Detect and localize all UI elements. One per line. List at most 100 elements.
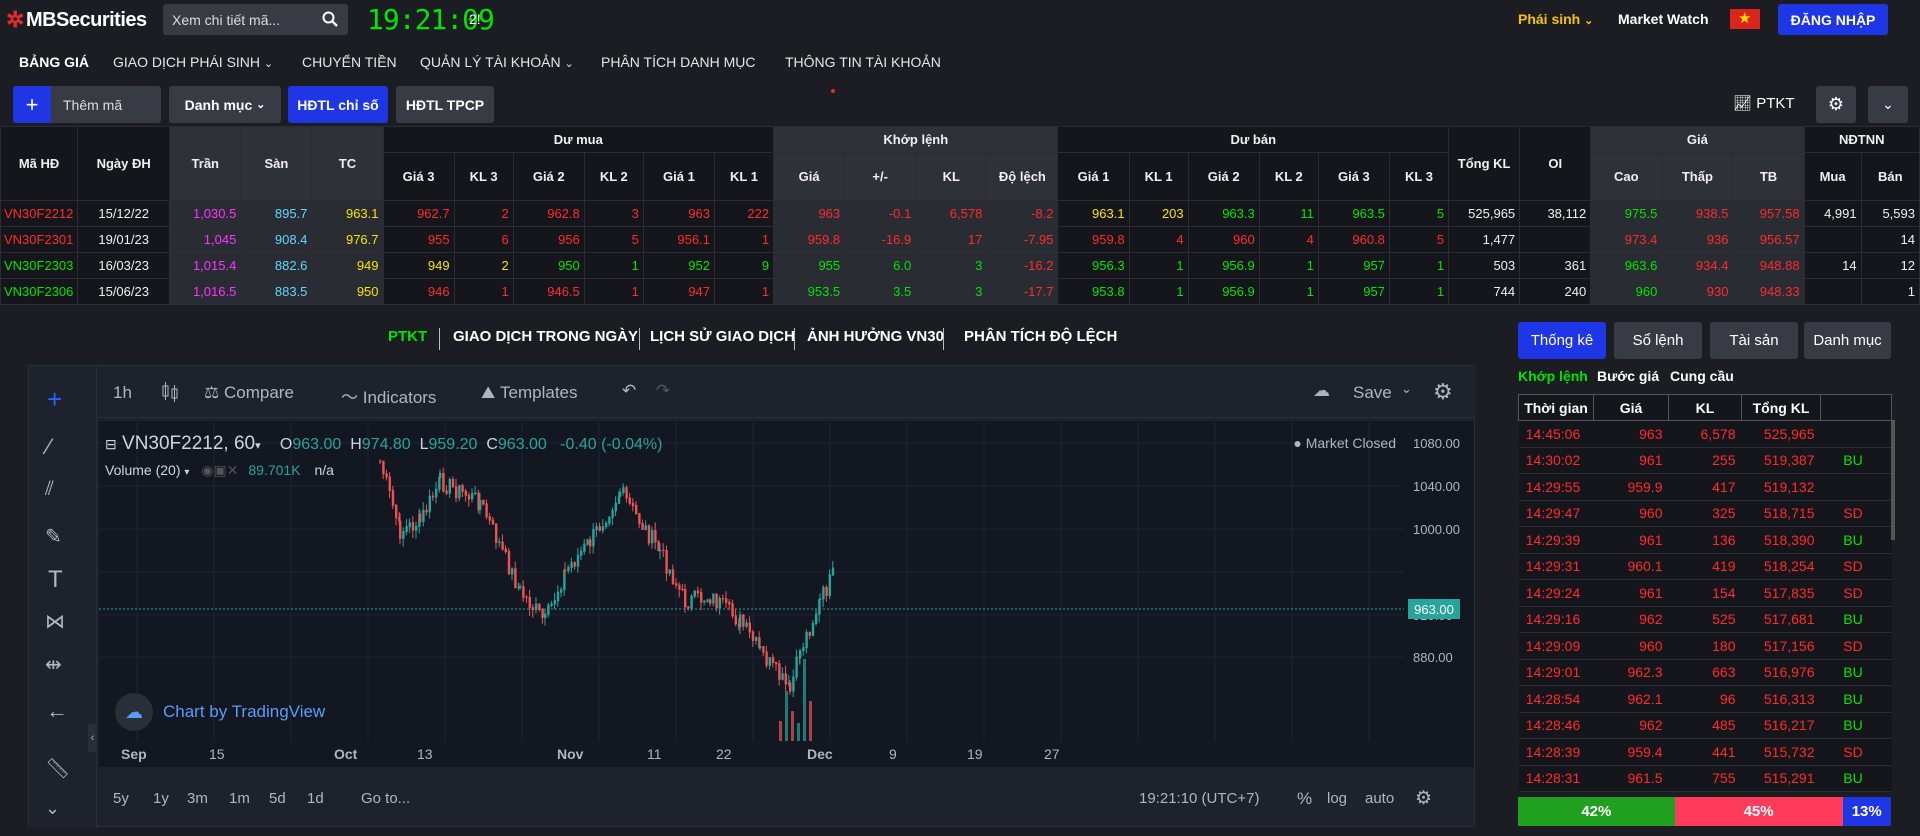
login-button[interactable]: ĐĂNG NHẬP bbox=[1778, 4, 1888, 35]
collapse-button[interactable]: ⌄ bbox=[1868, 86, 1908, 123]
range-5d[interactable]: 5d bbox=[269, 790, 286, 807]
cell-bg1: 956.1 bbox=[642, 226, 715, 253]
crosshair-icon[interactable]: + bbox=[47, 384, 63, 414]
search-icon[interactable] bbox=[322, 11, 338, 27]
legend-toggle-icon[interactable]: ⊟ bbox=[105, 436, 117, 452]
cell-bk1: 1 bbox=[713, 278, 775, 305]
percent-toggle[interactable]: % bbox=[1297, 789, 1313, 808]
cell-sg1: 963.1 bbox=[1057, 200, 1130, 227]
add-symbol-button[interactable]: + bbox=[13, 86, 51, 123]
collapse-toolbar-handle[interactable]: ‹ bbox=[88, 724, 97, 752]
tab-danh-muc[interactable]: Danh mục bbox=[1804, 322, 1891, 359]
search-input[interactable] bbox=[163, 11, 313, 28]
templates-button[interactable]: ⛰ Templates bbox=[481, 383, 578, 403]
nav-bang-gia[interactable]: BẢNG GIÁ bbox=[19, 54, 89, 70]
market-type-dropdown[interactable]: Phái sinh ⌄ bbox=[1518, 11, 1593, 27]
fib-icon[interactable]: ⫽ bbox=[45, 478, 54, 500]
tab-bond-futures[interactable]: HĐTL TPCP bbox=[396, 86, 494, 123]
interval-button[interactable]: 1h bbox=[113, 383, 132, 402]
ticker-price: 960 bbox=[1593, 500, 1669, 527]
candles-icon[interactable] bbox=[159, 380, 181, 404]
col-tc: TC bbox=[311, 126, 384, 201]
ticker-scrollbar[interactable] bbox=[1891, 420, 1895, 540]
subtab-khop-lenh[interactable]: Khớp lệnh bbox=[1518, 368, 1588, 384]
settings-button[interactable]: ⚙ bbox=[1816, 86, 1856, 123]
time-axis[interactable]: Sep 15 Oct 13 Nov 11 22 Dec 9 19 27 bbox=[99, 741, 1474, 767]
nav-giao-dich-phai-sinh[interactable]: GIAO DỊCH PHÁI SINH ⌄ bbox=[113, 54, 273, 70]
col-sell-kl2: KL 2 bbox=[1258, 152, 1319, 201]
subtab-buoc-gia[interactable]: Bước giá bbox=[1597, 368, 1660, 384]
price-row[interactable]: VN30F2212 15/12/22 1,030.5 895.7 963.1 962.7 2… bbox=[0, 200, 1920, 227]
brush-icon[interactable]: ✎ bbox=[45, 526, 62, 548]
range-3m[interactable]: 3m bbox=[187, 790, 208, 807]
brand-logo[interactable]: ✲ MBSecurities bbox=[6, 7, 147, 33]
tab-thong-ke[interactable]: Thống kê bbox=[1518, 322, 1606, 359]
log-toggle[interactable]: log bbox=[1327, 790, 1348, 807]
vietnam-flag-icon[interactable] bbox=[1730, 9, 1760, 29]
price-row[interactable]: VN30F2303 16/03/23 1,015.4 882.6 949 949 2 950 1… bbox=[0, 252, 1920, 279]
cell-ma[interactable]: VN30F2306 bbox=[0, 278, 79, 305]
cell-tc: 976.7 bbox=[311, 226, 384, 253]
cell-sg1: 953.8 bbox=[1057, 278, 1130, 305]
range-1d[interactable]: 1d bbox=[307, 790, 324, 807]
category-dropdown[interactable]: Danh mục ⌄ bbox=[169, 86, 281, 123]
ratio-segment: 13% bbox=[1842, 797, 1891, 826]
price-plot[interactable]: ⊟ VN30F2212, 60▾ O963.00 H974.80 L959.20… bbox=[99, 421, 1404, 741]
chevron-down-icon[interactable]: ⌄ bbox=[1401, 381, 1412, 396]
tab-so-lenh[interactable]: Sổ lệnh bbox=[1614, 322, 1702, 359]
auto-toggle[interactable]: auto bbox=[1365, 790, 1395, 807]
pattern-icon[interactable]: ⋈ bbox=[45, 611, 65, 633]
market-clock: 19:21:09 bbox=[367, 3, 495, 36]
cell-ma[interactable]: VN30F2301 bbox=[0, 226, 79, 253]
ticker-row: 14:28:31 961.5 755 515,291 BU bbox=[1518, 765, 1892, 792]
measure-icon[interactable]: ⇹ bbox=[45, 654, 62, 676]
cell-gia: 959.8 bbox=[773, 226, 846, 253]
legend-symbol[interactable]: VN30F2212, 60 bbox=[122, 433, 256, 454]
indicators-button[interactable]: 〜 Indicators bbox=[341, 383, 436, 408]
price-row[interactable]: VN30F2306 15/06/23 1,016.5 883.5 950 946 1 946.… bbox=[0, 278, 1920, 305]
tab-lich-su-giao-dich[interactable]: LỊCH SỬ GIAO DỊCH bbox=[650, 328, 795, 345]
gear-icon[interactable]: ⚙ bbox=[1433, 379, 1453, 404]
cell-pm: 3.5 bbox=[844, 278, 917, 305]
tab-anh-huong-vn30[interactable]: ẢNH HƯỞNG VN30 bbox=[807, 328, 944, 345]
save-button[interactable]: Save bbox=[1353, 383, 1392, 402]
gear-icon[interactable]: ⚙ bbox=[1415, 788, 1433, 809]
tab-phan-tich-do-lech[interactable]: PHÂN TÍCH ĐỘ LỆCH bbox=[964, 328, 1118, 345]
range-1m[interactable]: 1m bbox=[229, 790, 250, 807]
ruler-icon[interactable]: 📏︎ bbox=[45, 758, 71, 780]
cell-tong: 525,965 bbox=[1448, 200, 1521, 227]
nav-phan-tich-danh-muc[interactable]: PHÂN TÍCH DANH MỤC bbox=[601, 54, 756, 70]
add-symbol-input[interactable] bbox=[51, 86, 161, 123]
text-icon[interactable]: T bbox=[48, 566, 63, 593]
goto-button[interactable]: Go to... bbox=[361, 790, 411, 807]
nav-quan-ly-tai-khoan[interactable]: QUẢN LÝ TÀI KHOẢN ⌄ bbox=[420, 54, 574, 70]
price-row[interactable]: VN30F2301 19/01/23 1,045 908.4 976.7 955 6 956 5… bbox=[0, 226, 1920, 253]
compare-button[interactable]: ⚖ Compare bbox=[204, 383, 294, 403]
tab-tai-san[interactable]: Tài sản bbox=[1710, 322, 1798, 359]
cell-ma[interactable]: VN30F2212 bbox=[0, 200, 79, 227]
trendline-icon[interactable]: ⁄ bbox=[47, 434, 51, 459]
volume-label[interactable]: Volume (20) bbox=[105, 462, 181, 478]
ptkt-link[interactable]: 📈︎ PTKT bbox=[1733, 94, 1795, 112]
subtab-cung-cau[interactable]: Cung cầu bbox=[1670, 368, 1734, 384]
tab-giao-dich-trong-ngay[interactable]: GIAO DỊCH TRONG NGÀY bbox=[453, 328, 639, 345]
undo-icon[interactable]: ↶ bbox=[622, 381, 637, 400]
col-sell-kl1: KL 1 bbox=[1128, 152, 1189, 201]
col-ma: Mã HĐ bbox=[0, 126, 79, 201]
nav-chuyen-tien[interactable]: CHUYỂN TIỀN bbox=[302, 54, 397, 70]
range-5y[interactable]: 5y bbox=[113, 790, 129, 807]
col-gia2: Giá 2 bbox=[512, 152, 585, 201]
search-box bbox=[163, 4, 348, 35]
range-1y[interactable]: 1y bbox=[153, 790, 169, 807]
cell-ma[interactable]: VN30F2303 bbox=[0, 252, 79, 279]
chevron-down-icon[interactable]: ⌄ bbox=[45, 798, 61, 818]
ticker-row: 14:29:16 962 525 517,681 BU bbox=[1518, 606, 1892, 633]
market-watch-link[interactable]: Market Watch bbox=[1618, 11, 1709, 27]
tradingview-watermark[interactable]: ☁ Chart by TradingView bbox=[115, 693, 325, 731]
tab-index-futures[interactable]: HĐTL chỉ số bbox=[288, 86, 388, 123]
legend-controls-icon[interactable]: ◉▣✕ bbox=[201, 462, 239, 478]
back-arrow-icon[interactable]: ← bbox=[46, 698, 68, 723]
nav-thong-tin-tai-khoan[interactable]: THÔNG TIN TÀI KHOẢN bbox=[785, 54, 941, 70]
tab-ptkt[interactable]: PTKT bbox=[388, 328, 428, 345]
